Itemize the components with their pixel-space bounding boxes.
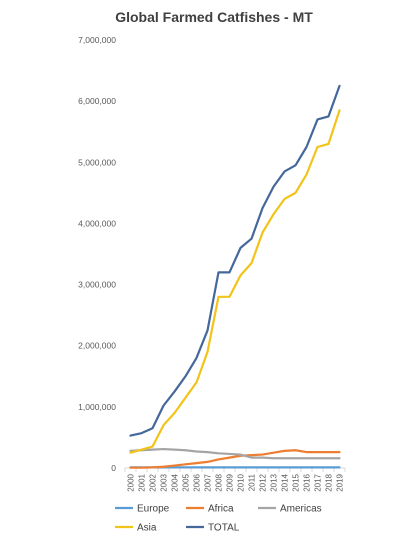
legend-item-africa: Africa xyxy=(186,504,234,515)
x-tick-label: 2004 xyxy=(171,473,180,491)
y-tick-label: 5,000,000 xyxy=(78,157,116,167)
x-tick-label: 2000 xyxy=(127,473,136,491)
y-tick-label: 0 xyxy=(111,463,116,473)
x-tick-label: 2002 xyxy=(149,473,158,491)
legend-label: Europe xyxy=(137,504,170,515)
series-line-total xyxy=(129,84,341,437)
x-tick-label: 2006 xyxy=(193,473,202,491)
x-tick-label: 2011 xyxy=(248,473,257,491)
legend-item-europe: Europe xyxy=(115,504,170,515)
y-tick-label: 4,000,000 xyxy=(78,218,116,228)
legend-label: TOTAL xyxy=(208,523,240,534)
x-tick-label: 2016 xyxy=(303,473,312,491)
legend-label: Asia xyxy=(137,523,157,534)
x-tick-label: 2003 xyxy=(160,473,169,491)
legend-item-asia: Asia xyxy=(115,523,157,534)
y-tick-label: 2,000,000 xyxy=(78,341,116,351)
x-tick-label: 2013 xyxy=(270,473,279,491)
y-tick-label: 7,000,000 xyxy=(78,35,116,45)
x-tick-label: 2009 xyxy=(226,473,235,491)
y-axis: 0 1,000,000 2,000,000 3,000,000 4,000,000 5,0… xyxy=(78,35,116,473)
series-line-africa xyxy=(129,449,341,469)
x-tick-label: 2005 xyxy=(182,473,191,491)
series-layer xyxy=(129,84,341,469)
legend-label: Americas xyxy=(280,504,322,515)
chart-title: Global Farmed Catfishes - MT xyxy=(115,9,313,25)
legend: Europe Africa Americas Asia TOTAL xyxy=(115,504,322,534)
legend-item-total: TOTAL xyxy=(186,523,240,534)
legend-label: Africa xyxy=(208,504,234,515)
y-tick-label: 6,000,000 xyxy=(78,96,116,106)
x-tick-label: 2010 xyxy=(237,473,246,491)
legend-item-americas: Americas xyxy=(258,504,322,515)
x-tick-label: 2014 xyxy=(281,473,290,491)
series-line-asia xyxy=(129,109,341,454)
series-line-americas xyxy=(129,447,341,460)
x-axis: 2000 2001 2002 2003 2004 2005 2006 2007 2008 2009… xyxy=(124,467,346,492)
x-tick-label: 2017 xyxy=(314,473,323,491)
x-tick-label: 2007 xyxy=(204,473,213,491)
x-tick-label: 2015 xyxy=(292,473,301,491)
y-tick-label: 3,000,000 xyxy=(78,280,116,290)
x-tick-label: 2019 xyxy=(336,473,345,491)
x-tick-label: 2008 xyxy=(215,473,224,491)
x-tick-label: 2001 xyxy=(138,473,147,491)
y-tick-label: 1,000,000 xyxy=(78,402,116,412)
x-tick-label: 2018 xyxy=(325,473,334,491)
x-tick-label: 2012 xyxy=(259,473,268,491)
